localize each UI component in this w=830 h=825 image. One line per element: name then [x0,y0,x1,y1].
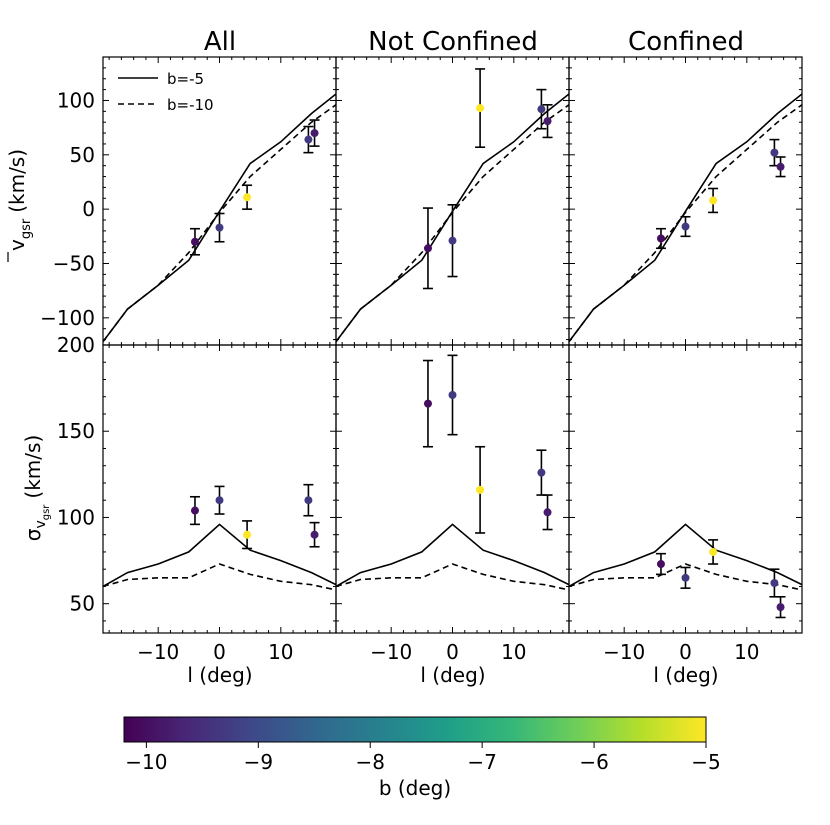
data-point [776,603,785,612]
column-title-not-confined: Not Confined [368,27,538,57]
colorbar-tick-label: −9 [244,750,273,774]
y-tick-label: 100 [57,88,95,112]
model-line-solid [569,523,802,588]
data-point [776,162,785,171]
colorbar-gradient [123,716,707,743]
data-point [709,547,718,556]
y-tick-label: 0 [82,197,95,221]
data-point [476,485,485,494]
data-point [476,104,485,113]
y-tick-label: 150 [57,419,95,443]
svg-text:σvgsr(km/s): σvgsr(km/s) [21,435,52,541]
model-line-dashed [569,104,802,343]
data-point [304,135,313,144]
colorbar: b (deg) −10 −9 −8 −7 −6 −5 [123,716,721,800]
x-tick-label: 10 [501,640,526,664]
y-tick-label: 200 [57,333,95,357]
colorbar-tick-label: −10 [125,750,167,774]
x-tick-label: −10 [603,640,645,664]
data-point [215,496,224,505]
panel-mean_vgsr-2 [568,56,803,346]
colorbar-label: b (deg) [379,776,451,800]
model-line-dashed [569,563,802,591]
y-axis-label-top: vgsr(km/s) [5,149,34,262]
panel-sigma_vgsr-2: −10 0 10 [568,344,803,664]
legend-label-dashed: b=-10 [167,96,214,114]
data-point [681,573,690,582]
colorbar-tick-label: −8 [355,750,384,774]
data-point [537,468,546,477]
x-tick-label: 0 [213,640,226,664]
x-tick-label: 10 [734,640,759,664]
y-tick-label: −50 [53,251,95,275]
panel-frame [568,344,803,634]
model-line-solid [336,523,569,588]
y-tick-label: −100 [40,306,95,330]
colorbar-tick-label: −7 [467,750,496,774]
y-axis-label-bottom: σvgsr(km/s) [21,435,52,541]
data-point [656,560,665,569]
model-line-dashed [103,563,336,591]
data-point [543,117,552,126]
legend-label-solid: b=-5 [167,70,204,88]
data-point [423,244,432,253]
y-tick-label: 100 [57,505,95,529]
x-tick-label: 10 [268,640,293,664]
data-point [304,496,313,505]
model-line-dashed [103,104,336,343]
panel-sigma_vgsr-0: −10 0 10 50 100 150 200 [57,333,337,664]
data-point [448,236,457,245]
data-point [656,234,665,243]
colorbar-tick-label: −6 [579,750,608,774]
x-tick-label: −10 [370,640,412,664]
data-point [190,237,199,246]
data-point [423,399,432,408]
data-point [709,196,718,205]
data-point [310,530,319,539]
y-tick-label: 50 [70,143,95,167]
data-point [190,506,199,515]
x-axis-label-confined: l (deg) [653,663,718,687]
data-point [770,578,779,587]
panel-mean_vgsr-1 [335,56,570,346]
data-point [310,129,319,138]
data-point [215,223,224,232]
column-title-confined: Confined [628,27,744,57]
panel-sigma_vgsr-1: −10 0 10 [335,344,570,664]
x-tick-label: 0 [446,640,459,664]
model-line-dashed [336,563,569,591]
x-axis-label-not-confined: l (deg) [420,663,485,687]
model-line-solid [103,523,336,588]
data-point [448,391,457,400]
x-tick-label: 0 [679,640,692,664]
data-point [243,530,252,539]
data-point [681,222,690,231]
data-point [243,193,252,202]
data-point [543,508,552,517]
column-title-all: All [204,27,236,57]
data-point [770,148,779,157]
svg-text:vgsr(km/s): vgsr(km/s) [5,149,34,251]
x-axis-label-all: l (deg) [187,663,252,687]
legend: b=-5 b=-10 [118,70,214,114]
x-tick-label: −10 [137,640,179,664]
y-tick-label: 50 [70,592,95,616]
data-point [537,105,546,114]
colorbar-tick-label: −5 [691,750,720,774]
panel-mean_vgsr-0: −100 −50 0 50 100 [40,56,337,346]
